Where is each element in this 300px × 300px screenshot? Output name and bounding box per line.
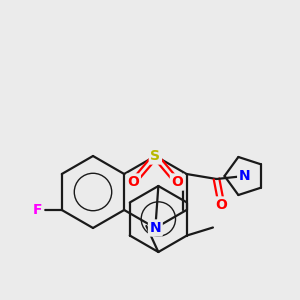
Text: N: N [239, 169, 250, 183]
Text: O: O [216, 198, 227, 212]
Text: N: N [149, 221, 161, 235]
Text: O: O [171, 175, 183, 189]
Text: F: F [33, 203, 43, 217]
Text: O: O [128, 175, 139, 189]
Text: S: S [150, 149, 161, 163]
